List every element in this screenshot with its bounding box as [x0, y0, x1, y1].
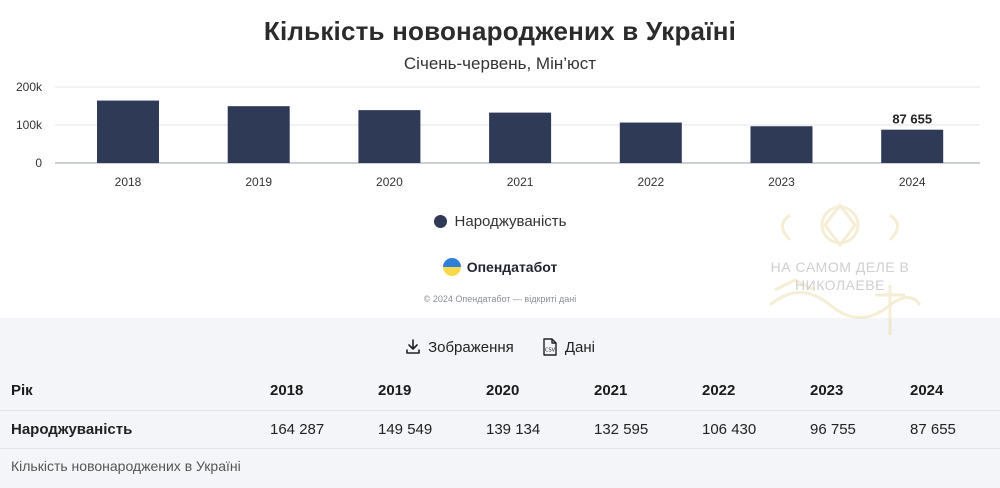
chart-subtitle: Січень-червень, Мін’юст	[403, 54, 597, 73]
data-label: 87 655	[892, 112, 932, 127]
download-image-button[interactable]: Зображення	[405, 339, 514, 356]
bar	[358, 110, 421, 163]
table-cell: 139 134	[486, 420, 541, 438]
x-tick-label: 2024	[899, 175, 926, 189]
data-table: Рік 2018 2019 2020 2021 2022 2023 2024 Н…	[0, 372, 1000, 449]
y-tick-label: 200k	[16, 80, 43, 94]
export-actions: Зображення CSV Дані	[0, 338, 1000, 356]
x-tick-label: 2019	[245, 175, 272, 189]
download-data-label: Дані	[564, 338, 595, 356]
x-tick-label: 2023	[768, 175, 795, 189]
table-header-cell: 2024	[910, 382, 944, 400]
table-header-cell: 2023	[810, 382, 844, 400]
x-tick-label: 2021	[507, 175, 534, 189]
table-header-cell: 2021	[594, 382, 628, 400]
table-row-label: Народжуваність	[11, 420, 133, 438]
csv-file-icon: CSV	[543, 338, 557, 356]
table-caption: Кількість новонароджених в Україні	[11, 458, 241, 474]
table-cell: 132 595	[594, 420, 649, 438]
legend-label: Народжуваність	[454, 213, 567, 230]
bar	[97, 100, 159, 163]
table-cell: 149 549	[378, 420, 433, 438]
bar-chart: 200k 100k 0 2018 2019 2020 2021 2022 2023 2024 87 …	[16, 80, 980, 189]
table-cell: 96 755	[810, 420, 856, 438]
x-tick-label: 2022	[637, 175, 664, 189]
table-row: Народжуваність 164 287 149 549 139 134 1…	[0, 410, 1000, 448]
bar	[489, 112, 552, 163]
opendatabot-logo-icon	[442, 258, 461, 276]
table-cell: 87 655	[910, 420, 956, 438]
table-header-cell: Рік	[11, 382, 33, 400]
x-tick-label: 2020	[376, 175, 403, 189]
download-icon	[406, 339, 420, 354]
chart-card: Кількість новонароджених в Україні Січен…	[0, 0, 1000, 318]
watermark-emblem-icon	[769, 202, 922, 335]
table-header-cell: 2020	[486, 382, 520, 400]
copyright-text: © 2024 Опендатабот — відкриті дані	[423, 294, 577, 304]
table-header-cell: 2022	[702, 382, 736, 400]
y-tick-label: 100k	[16, 118, 43, 132]
watermark-text: НА САМОМ ДЕЛЕ В НИКОЛАЕВЕ	[752, 258, 928, 294]
svg-text:CSV: CSV	[545, 348, 556, 354]
download-data-button[interactable]: CSV Дані	[542, 338, 595, 356]
brand[interactable]: Опендатабот	[0, 258, 1000, 276]
bar	[750, 126, 813, 163]
bar	[881, 129, 944, 163]
chart-legend[interactable]: Народжуваність	[0, 213, 1000, 230]
watermark-line-2: НИКОЛАЕВЕ	[795, 277, 885, 293]
chart-title: Кількість новонароджених в Україні	[263, 16, 737, 46]
brand-name: Опендатабот	[466, 259, 558, 275]
x-tick-label: 2018	[115, 175, 142, 189]
download-image-label: Зображення	[428, 338, 514, 356]
table-header-cell: 2018	[270, 382, 304, 400]
bar	[227, 106, 290, 163]
watermark-line-1: НА САМОМ ДЕЛЕ В	[770, 259, 910, 275]
bar	[619, 122, 682, 163]
y-tick-label: 0	[35, 156, 42, 170]
legend-swatch	[433, 215, 447, 228]
table-header-cell: 2019	[378, 382, 412, 400]
table-cell: 106 430	[702, 420, 757, 438]
table-header-row: Рік 2018 2019 2020 2021 2022 2023 2024	[0, 372, 1000, 410]
table-cell: 164 287	[270, 420, 325, 438]
